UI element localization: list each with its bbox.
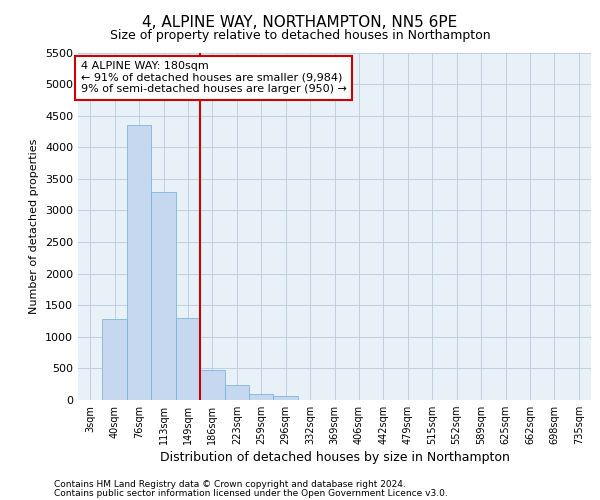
Bar xyxy=(274,396,298,400)
Bar xyxy=(176,318,200,400)
Bar xyxy=(249,394,274,400)
Text: Size of property relative to detached houses in Northampton: Size of property relative to detached ho… xyxy=(110,29,490,42)
X-axis label: Distribution of detached houses by size in Northampton: Distribution of detached houses by size … xyxy=(160,452,509,464)
Text: 4, ALPINE WAY, NORTHAMPTON, NN5 6PE: 4, ALPINE WAY, NORTHAMPTON, NN5 6PE xyxy=(142,15,458,30)
Bar xyxy=(127,125,151,400)
Bar xyxy=(200,370,224,400)
Bar xyxy=(103,319,127,400)
Text: Contains HM Land Registry data © Crown copyright and database right 2024.: Contains HM Land Registry data © Crown c… xyxy=(54,480,406,489)
Text: Contains public sector information licensed under the Open Government Licence v3: Contains public sector information licen… xyxy=(54,489,448,498)
Bar xyxy=(151,192,176,400)
Bar xyxy=(224,385,249,400)
Text: 4 ALPINE WAY: 180sqm
← 91% of detached houses are smaller (9,984)
9% of semi-det: 4 ALPINE WAY: 180sqm ← 91% of detached h… xyxy=(80,61,346,94)
Y-axis label: Number of detached properties: Number of detached properties xyxy=(29,138,40,314)
